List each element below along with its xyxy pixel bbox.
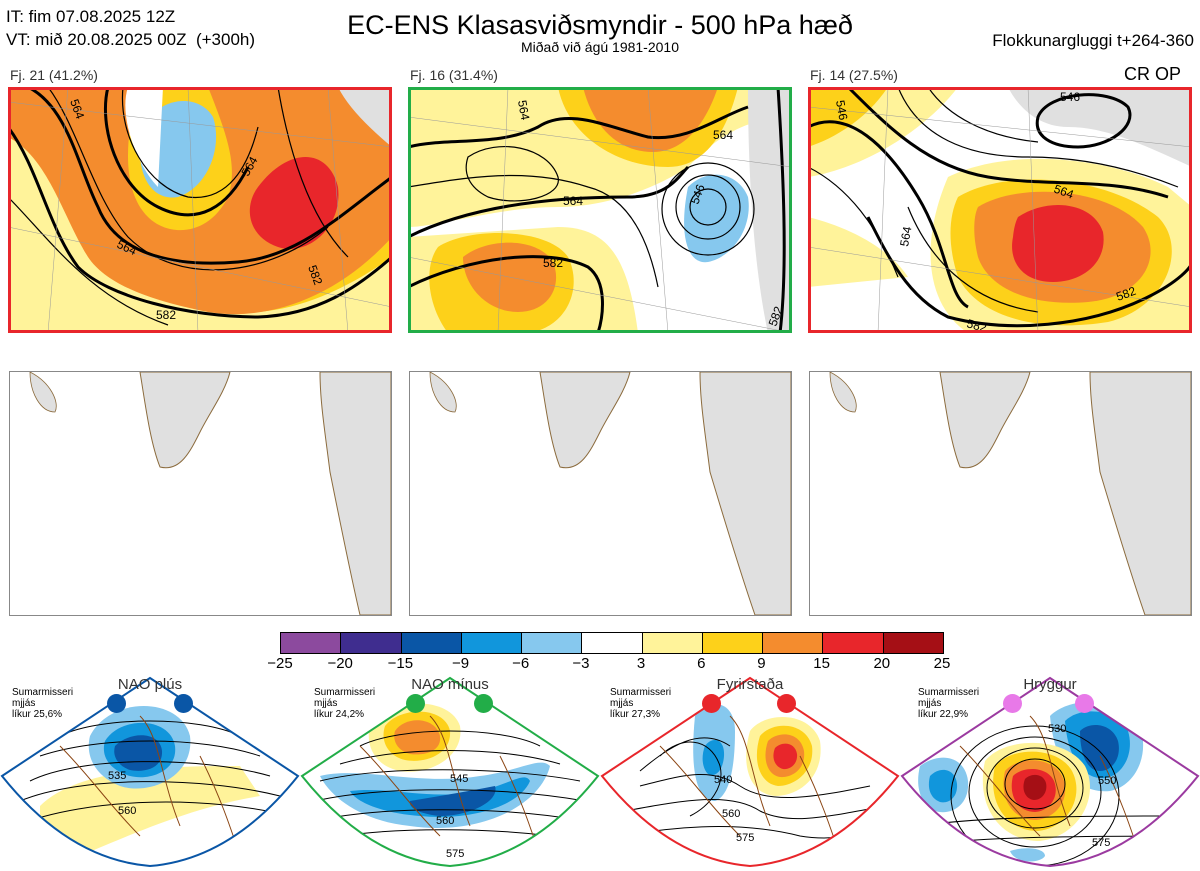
colorbar-ticks: −25 −20 −15 −9 −6 −3 3 6 9 15 20 25 bbox=[267, 655, 950, 675]
cluster-1-frame bbox=[8, 87, 392, 333]
regime-prob: líkur 22,9% bbox=[918, 709, 969, 720]
colorbar-swatch bbox=[460, 633, 522, 653]
initial-time: IT: fim 07.08.2025 12Z bbox=[6, 7, 176, 26]
empty-map-1 bbox=[9, 371, 392, 616]
colorbar-swatch bbox=[882, 633, 943, 653]
colorbar bbox=[280, 632, 944, 654]
colorbar-swatch bbox=[822, 633, 883, 653]
contour-label: 582 bbox=[305, 263, 325, 287]
contour-label: 582 bbox=[766, 304, 786, 328]
regime-title: Hryggur bbox=[1023, 676, 1077, 693]
contour-label: 582 bbox=[156, 308, 176, 322]
contour-label: 535 bbox=[108, 770, 126, 782]
clustering-window: Flokkunargluggi t+264-360 bbox=[992, 31, 1194, 50]
contour-label: 564 bbox=[1052, 182, 1076, 202]
contour-label: 582 bbox=[1114, 284, 1138, 304]
regime-season: Sumarmisseri bbox=[12, 687, 74, 698]
regime-mean: mjjás bbox=[12, 698, 36, 709]
regime-prob: líkur 25,6% bbox=[12, 709, 63, 720]
colorbar-swatch bbox=[281, 633, 341, 653]
regime-season: Sumarmisseri bbox=[314, 687, 376, 698]
contour-label: 564 bbox=[713, 128, 733, 142]
regime-dot bbox=[107, 694, 126, 713]
regime-title: Fyrirstaða bbox=[716, 676, 784, 693]
contour-label: 582 bbox=[543, 256, 563, 270]
colorbar-swatch bbox=[400, 633, 461, 653]
regime-prob: líkur 27,3% bbox=[610, 709, 661, 720]
cluster-3-label: Fj. 14 (27.5%) bbox=[810, 67, 898, 83]
contour-label: 546 bbox=[1060, 90, 1080, 104]
cluster-1-map: 564 564 564 582 582 bbox=[8, 87, 392, 333]
colorbar-swatch bbox=[521, 633, 582, 653]
regime-nao-plus: 535 560 NAO plús Sumarmisseri mjjás líku… bbox=[0, 676, 300, 871]
regime-dot bbox=[474, 694, 493, 713]
colorbar-swatch bbox=[581, 633, 642, 653]
contour-label: 575 bbox=[1092, 837, 1110, 849]
colorbar-tick: −9 bbox=[451, 655, 470, 672]
colorbar-tick: −3 bbox=[572, 655, 590, 672]
regime-mean: mjjás bbox=[918, 698, 942, 709]
cluster-3-frame bbox=[808, 87, 1192, 333]
empty-map-3 bbox=[809, 371, 1192, 616]
colorbar-swatch bbox=[340, 633, 401, 653]
contour-label: 564 bbox=[563, 194, 583, 208]
regime-mean: mjjás bbox=[314, 698, 338, 709]
colorbar-tick: 3 bbox=[636, 655, 646, 672]
contour-label: 560 bbox=[118, 805, 136, 817]
regime-nao-minus: 545 560 575 NAO mínus Sumarmisseri mjjás… bbox=[300, 676, 600, 871]
contour-label: 575 bbox=[736, 832, 754, 844]
regime-prob: líkur 24,2% bbox=[314, 709, 365, 720]
regime-dot bbox=[777, 694, 796, 713]
contour-label: 540 bbox=[714, 774, 732, 786]
contour-label: 550 bbox=[1098, 775, 1116, 787]
contour-label: 545 bbox=[450, 773, 468, 785]
page-title: EC-ENS Klasasviðsmyndir - 500 hPa hæð bbox=[347, 10, 853, 40]
colorbar-swatch bbox=[641, 633, 702, 653]
colorbar-tick: 9 bbox=[757, 655, 766, 672]
regime-title: NAO mínus bbox=[411, 676, 489, 693]
contour-label: 575 bbox=[446, 848, 464, 860]
contour-label: 560 bbox=[436, 815, 454, 827]
colorbar-swatch bbox=[701, 633, 763, 653]
colorbar-tick: −25 bbox=[267, 655, 293, 672]
cluster-3-map: 546 546 564 564 582 582 bbox=[808, 87, 1192, 333]
colorbar-tick: 25 bbox=[933, 655, 951, 672]
contour-label: 546 bbox=[833, 99, 850, 121]
regime-season: Sumarmisseri bbox=[610, 687, 672, 698]
page-subtitle: Miðað við ágú 1981-2010 bbox=[520, 39, 679, 55]
regime-mean: mjjás bbox=[610, 698, 634, 709]
colorbar-swatch bbox=[762, 633, 823, 653]
colorbar-tick: −15 bbox=[387, 655, 414, 672]
cluster-2-frame bbox=[408, 87, 792, 333]
contour-label: 564 bbox=[67, 97, 87, 121]
regime-dot bbox=[1075, 694, 1094, 713]
cluster-2-map: 564 564 564 546 582 582 bbox=[408, 87, 792, 333]
empty-map-2 bbox=[409, 371, 792, 616]
valid-time: VT: mið 20.08.2025 00Z (+300h) bbox=[6, 30, 256, 49]
colorbar-tick: 15 bbox=[813, 655, 830, 672]
contour-label: 564 bbox=[897, 225, 914, 247]
colorbar-tick: −20 bbox=[327, 655, 353, 672]
regime-dot bbox=[174, 694, 193, 713]
contour-label: 530 bbox=[1048, 723, 1066, 735]
contour-label: 582 bbox=[965, 316, 988, 333]
regime-season: Sumarmisseri bbox=[918, 687, 980, 698]
contour-label: 564 bbox=[515, 99, 532, 121]
cluster-2-label: Fj. 16 (31.4%) bbox=[410, 67, 498, 83]
colorbar-tick: 6 bbox=[697, 655, 706, 672]
regime-dot bbox=[1003, 694, 1022, 713]
cluster-1-label: Fj. 21 (41.2%) bbox=[10, 67, 98, 83]
regime-blocking: 540 560 575 Fyrirstaða Sumarmisseri mjjá… bbox=[600, 676, 900, 871]
op-label: CR OP bbox=[1124, 64, 1182, 84]
regime-dot bbox=[702, 694, 721, 713]
colorbar-tick: −6 bbox=[512, 655, 530, 672]
contour-label: 560 bbox=[722, 808, 740, 820]
regime-title: NAO plús bbox=[117, 676, 183, 693]
regime-dot bbox=[406, 694, 425, 713]
regime-ridge: 530 550 575 Hryggur Sumarmisseri mjjás l… bbox=[900, 676, 1200, 871]
contour-label: 546 bbox=[688, 182, 708, 206]
colorbar-tick: 20 bbox=[873, 655, 891, 672]
